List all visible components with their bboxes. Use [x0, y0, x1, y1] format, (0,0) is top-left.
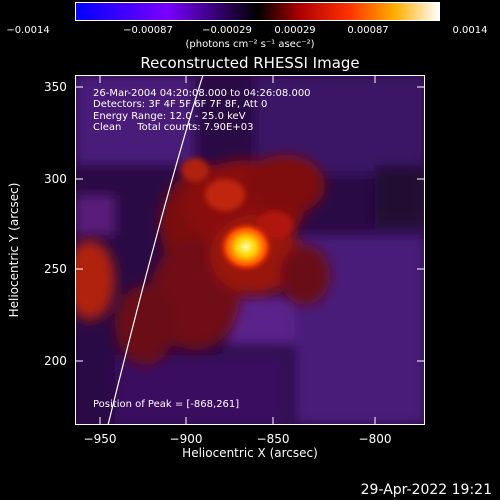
- y-tick-label: 300: [44, 172, 67, 186]
- colorbar-tick: 0.0014: [452, 25, 488, 36]
- plot-frame: [75, 75, 425, 425]
- colorbar-units: (photons cm⁻² s⁻¹ asec⁻²): [185, 39, 315, 50]
- time-range-label: 26-Mar-2004 04:20:08.000 to 04:26:08.000: [93, 88, 311, 99]
- x-tick-label: −850: [256, 432, 290, 446]
- flare-peak: [218, 221, 274, 273]
- peak-position-label: Position of Peak = [-868,261]: [93, 399, 240, 410]
- y-tick-label: 350: [44, 80, 67, 94]
- colorbar-tick: −0.00087: [123, 25, 173, 36]
- clean-counts-label: Clean Total counts: 7.90E+03: [93, 122, 254, 133]
- colorbar-tick: −0.0014: [6, 25, 50, 36]
- rhessi-image: [75, 75, 425, 425]
- y-tick-label: 200: [44, 354, 67, 368]
- solar-limb-curve: [107, 75, 204, 425]
- x-axis-label: Heliocentric X (arcsec): [182, 446, 318, 460]
- x-tick-label: −800: [358, 432, 392, 446]
- detectors-label: Detectors: 3F 4F 5F 6F 7F 8F, Att 0: [93, 99, 268, 110]
- axis-ticks: [75, 75, 425, 425]
- y-tick-label: 250: [44, 262, 67, 276]
- y-axis-label: Heliocentric Y (arcsec): [7, 182, 21, 318]
- footer-timestamp: 29-Apr-2022 19:21: [360, 482, 492, 498]
- energy-range-label: Energy Range: 12.0 - 25.0 keV: [93, 111, 246, 122]
- image-background-texture: [75, 75, 425, 425]
- x-tick-label: −950: [83, 432, 117, 446]
- colorbar-tick: 0.00029: [274, 25, 316, 36]
- colorbar-tick: −0.00029: [202, 25, 252, 36]
- colorbar-tick: 0.00087: [347, 25, 389, 36]
- image-title: Reconstructed RHESSI Image: [140, 54, 360, 72]
- colorbar: [75, 2, 440, 21]
- x-tick-label: −900: [169, 432, 203, 446]
